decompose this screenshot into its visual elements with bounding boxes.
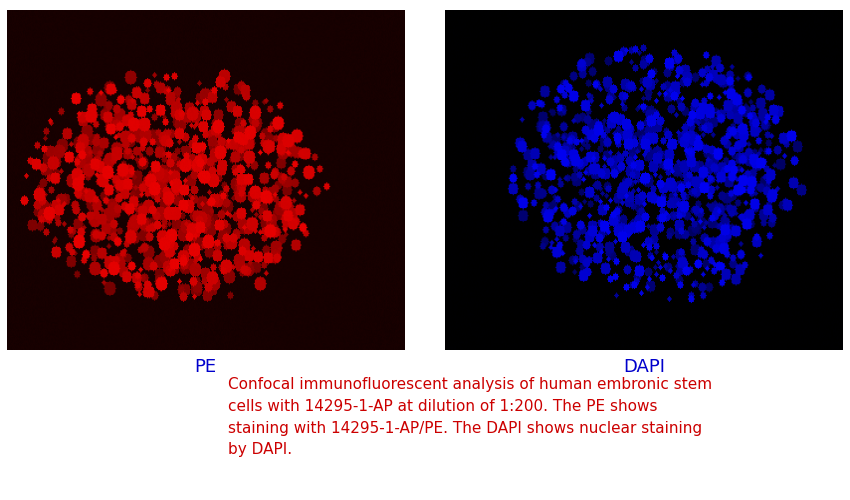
- Text: PE: PE: [195, 358, 217, 376]
- Text: DAPI: DAPI: [623, 358, 666, 376]
- Text: Confocal immunofluorescent analysis of human embronic stem
cells with 14295-1-AP: Confocal immunofluorescent analysis of h…: [228, 378, 712, 458]
